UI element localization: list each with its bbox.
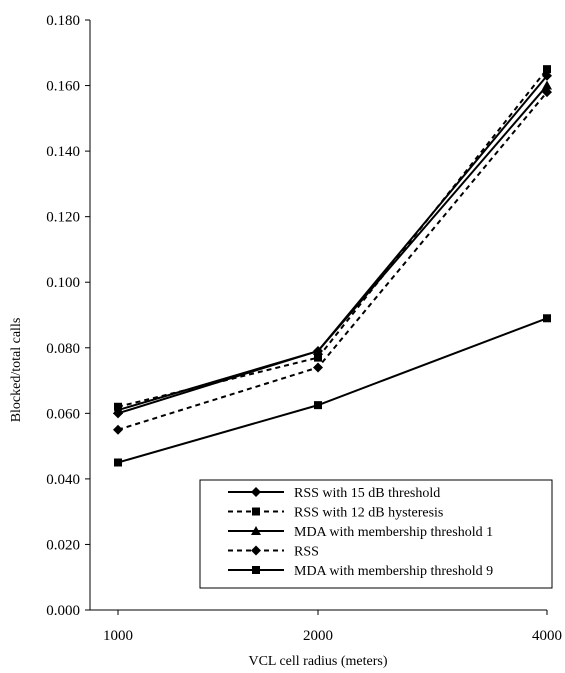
data-point-diamond xyxy=(542,87,552,98)
legend-item: RSS with 12 dB hysteresis xyxy=(228,506,443,521)
series-4 xyxy=(113,87,552,435)
y-tick-label: 0.020 xyxy=(46,537,80,553)
series-line xyxy=(117,84,548,412)
data-point-triangle xyxy=(113,405,123,415)
data-point-square xyxy=(252,507,260,516)
data-point-diamond xyxy=(313,362,323,373)
y-tick-label: 0.120 xyxy=(46,210,80,226)
legend-item: MDA with membership threshold 1 xyxy=(228,525,493,540)
legend-label: RSS with 15 dB threshold xyxy=(294,486,440,501)
x-tick-label: 1000 xyxy=(103,628,133,644)
legend-item: MDA with membership threshold 9 xyxy=(228,564,493,579)
series-line xyxy=(117,68,548,408)
y-tick-label: 0.060 xyxy=(46,406,80,422)
legend-label: RSS xyxy=(294,545,319,560)
y-tick-label: 0.100 xyxy=(46,275,80,291)
series-layer xyxy=(113,65,552,467)
series-1 xyxy=(113,70,552,419)
y-tick-label: 0.180 xyxy=(46,13,80,29)
series-3 xyxy=(113,80,552,415)
data-point-triangle xyxy=(313,346,323,356)
data-point-diamond xyxy=(113,424,123,435)
x-tick-labels: 1000 2000 4000 xyxy=(103,628,562,644)
series-line xyxy=(117,91,548,431)
axes xyxy=(85,19,548,615)
data-point-square xyxy=(114,458,122,467)
legend-label: MDA with membership threshold 1 xyxy=(294,525,493,540)
data-point-diamond xyxy=(251,487,261,497)
x-tick-label: 4000 xyxy=(532,628,562,644)
x-axis-label: VCL cell radius (meters) xyxy=(248,654,387,669)
legend-label: RSS with 12 dB hysteresis xyxy=(294,506,443,521)
data-point-square xyxy=(543,314,551,323)
data-point-square xyxy=(314,401,322,410)
series-line xyxy=(117,75,548,415)
legend-item: RSS with 15 dB threshold xyxy=(228,486,440,501)
data-point-triangle xyxy=(542,80,552,90)
series-2 xyxy=(114,65,551,411)
data-point-square xyxy=(543,65,551,74)
series-5 xyxy=(114,314,551,467)
legend-label: MDA with membership threshold 9 xyxy=(294,564,493,579)
y-axis-label: Blocked/total calls xyxy=(9,318,24,423)
y-tick-label: 0.040 xyxy=(46,472,80,488)
x-tick-label: 2000 xyxy=(303,628,333,644)
y-tick-label: 0.000 xyxy=(46,603,80,619)
data-point-square xyxy=(314,353,322,362)
y-tick-label: 0.140 xyxy=(46,144,80,160)
data-point-square xyxy=(252,566,260,574)
y-tick-label: 0.080 xyxy=(46,341,80,357)
y-tick-labels: 0.000 0.020 0.040 0.060 0.080 0.100 0.120 0.140… xyxy=(46,13,80,619)
legend: RSS with 15 dB threshold RSS with 12 dB h… xyxy=(199,479,553,589)
legend-item: RSS xyxy=(228,545,319,560)
data-point-triangle xyxy=(251,526,261,535)
y-tick-label: 0.160 xyxy=(46,79,80,95)
data-point-diamond xyxy=(251,545,261,556)
